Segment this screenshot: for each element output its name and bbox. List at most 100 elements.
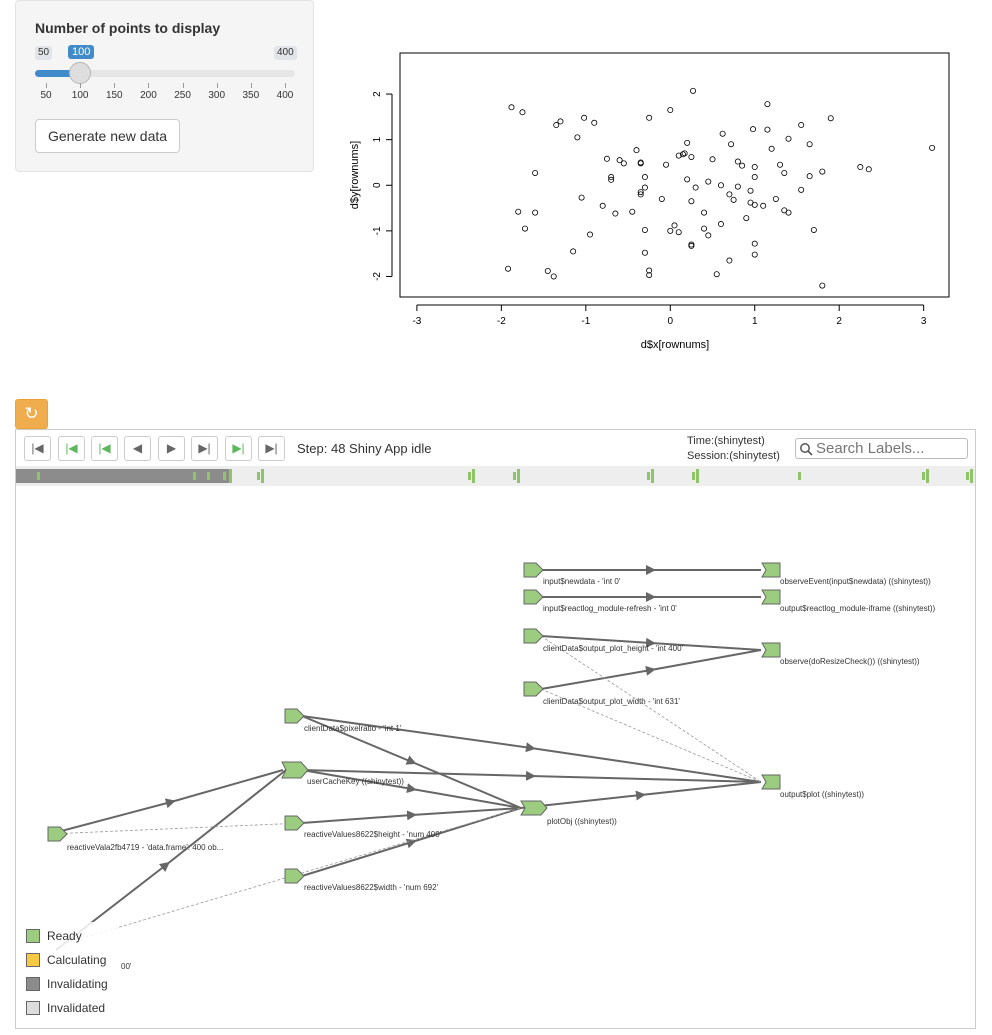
graph-node[interactable]	[761, 562, 781, 578]
data-point	[522, 225, 529, 232]
graph-node[interactable]	[523, 628, 544, 644]
node-label: output$reactlog_module-iframe ((shinytes…	[780, 604, 936, 613]
data-point	[658, 195, 665, 202]
node-label: reactiveValues8622$width - 'num 692'	[304, 883, 439, 892]
graph-node[interactable]	[47, 826, 68, 842]
graph-node[interactable]	[284, 868, 305, 884]
node-label: clientData$output_plot_height - 'int 400…	[543, 644, 684, 653]
data-point	[515, 208, 522, 215]
graph-nodes	[47, 562, 781, 884]
first-step-icon: |◀	[31, 441, 44, 455]
timeline-marker[interactable]	[970, 469, 973, 483]
data-point	[734, 158, 741, 165]
graph-node[interactable]	[523, 681, 544, 697]
timeline-marker[interactable]	[692, 472, 695, 480]
data-point	[819, 282, 826, 289]
data-point	[637, 191, 644, 198]
data-point	[806, 173, 813, 180]
data-point	[709, 156, 716, 163]
data-point	[578, 194, 585, 201]
data-point	[827, 115, 834, 122]
data-point	[550, 273, 557, 280]
data-point	[701, 209, 708, 216]
x-tick-label: -3	[412, 316, 421, 327]
search-labels-input[interactable]	[795, 438, 968, 459]
data-point	[637, 189, 644, 196]
graph-edges	[49, 565, 762, 951]
timeline-marker[interactable]	[193, 472, 196, 480]
timeline-marker[interactable]	[926, 469, 929, 483]
next-cycle-button[interactable]: ▶|	[191, 436, 218, 461]
data-point	[641, 174, 648, 181]
y-tick-label: 1	[372, 136, 383, 142]
generate-new-data-button[interactable]: Generate new data	[35, 119, 180, 153]
step-label: Step:	[297, 441, 328, 456]
data-point	[726, 257, 733, 264]
slider-fill	[35, 70, 81, 77]
timeline-marker[interactable]	[647, 472, 650, 480]
timeline-marker[interactable]	[468, 472, 471, 480]
timeline-marker[interactable]	[798, 472, 801, 480]
data-point	[608, 176, 615, 183]
graph-node[interactable]	[284, 708, 305, 724]
timeline-marker[interactable]	[261, 469, 264, 483]
last-step-icon: ▶|	[265, 441, 278, 455]
timeline-marker[interactable]	[966, 472, 969, 480]
timeline-marker[interactable]	[472, 469, 475, 483]
graph-node[interactable]	[281, 761, 309, 779]
data-point	[667, 227, 674, 234]
data-point	[929, 144, 936, 151]
next-idle-button[interactable]: ▶|	[225, 436, 252, 461]
timeline-marker[interactable]	[696, 469, 699, 483]
timeline-marker[interactable]	[207, 472, 210, 480]
data-point	[785, 209, 792, 216]
data-point	[688, 198, 695, 205]
graph-node[interactable]	[284, 815, 305, 831]
x-axis-label: d$x[rownums]	[641, 339, 709, 351]
data-point	[865, 166, 872, 173]
data-point	[688, 241, 695, 248]
graph-node[interactable]	[761, 642, 781, 658]
timeline-marker[interactable]	[229, 469, 232, 483]
slider-min-label: 50	[35, 46, 53, 60]
timeline-marker[interactable]	[37, 472, 40, 480]
graph-node[interactable]	[523, 562, 544, 578]
timeline-marker[interactable]	[513, 472, 516, 480]
prev-step-button[interactable]: ◀	[124, 436, 151, 461]
timeline-marker[interactable]	[651, 469, 654, 483]
timeline-marker[interactable]	[223, 472, 226, 480]
prev-idle-button[interactable]: |◀	[58, 436, 85, 461]
data-point	[544, 268, 551, 275]
y-tick-label: -2	[372, 272, 383, 281]
timeline-marker[interactable]	[517, 469, 520, 483]
data-point	[798, 186, 805, 193]
slider-track[interactable]	[35, 70, 295, 77]
slider-handle[interactable]	[69, 62, 91, 84]
next-idle-icon: ▶|	[232, 441, 245, 455]
next-step-button[interactable]: ▶	[158, 436, 185, 461]
refresh-button[interactable]: ↻	[15, 399, 48, 429]
last-step-button[interactable]: ▶|	[258, 436, 285, 461]
first-step-button[interactable]: |◀	[24, 436, 51, 461]
legend-swatch	[26, 929, 40, 943]
data-point	[646, 272, 653, 279]
data-point	[591, 119, 598, 126]
graph-node[interactable]	[761, 589, 781, 605]
prev-cycle-button[interactable]: |◀	[91, 436, 118, 461]
legend-label: Calculating	[47, 953, 107, 967]
graph-node[interactable]	[523, 589, 544, 605]
data-point	[857, 164, 864, 171]
node-label: input$newdata - 'int 0'	[543, 577, 621, 586]
data-point	[810, 226, 817, 233]
slider-tick	[250, 83, 252, 88]
slider-tick-label: 350	[242, 90, 260, 101]
timeline-marker[interactable]	[922, 472, 925, 480]
y-tick-label: 0	[372, 182, 383, 188]
x-tick-label: 2	[836, 316, 842, 327]
graph-node[interactable]	[520, 800, 548, 816]
graph-node[interactable]	[761, 774, 781, 790]
timeline-bar[interactable]	[16, 466, 975, 486]
timeline-marker[interactable]	[257, 472, 260, 480]
node-label: plotObj ((shinytest))	[547, 817, 617, 826]
data-point	[772, 195, 779, 202]
